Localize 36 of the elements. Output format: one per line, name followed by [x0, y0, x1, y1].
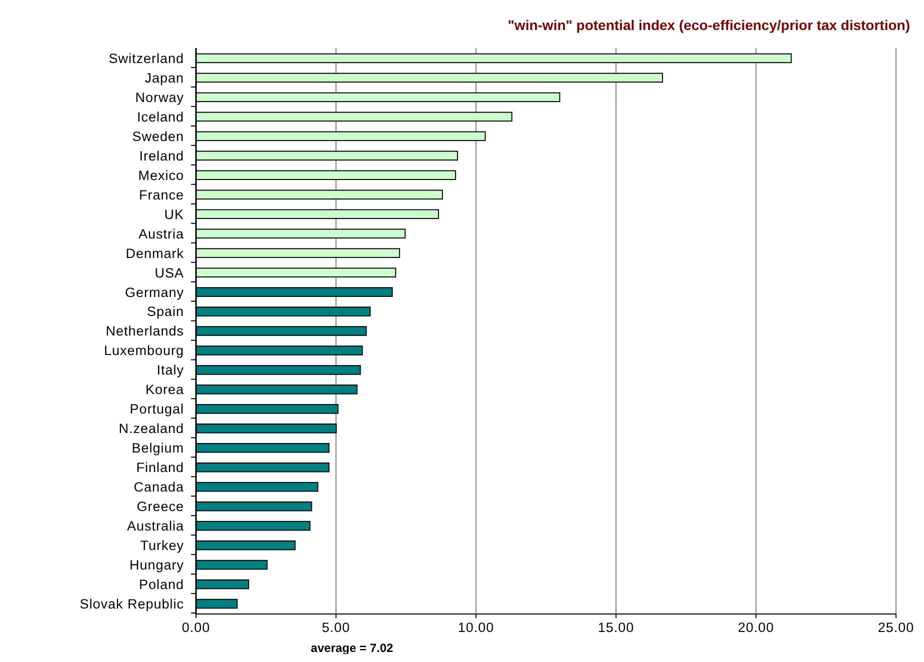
x-tick-label: 0.00: [182, 620, 210, 635]
y-tick-label: Japan: [144, 70, 184, 86]
x-tick-label: 5.00: [322, 620, 350, 635]
y-tick-label: Iceland: [136, 109, 184, 124]
y-tick-label: USA: [154, 265, 184, 280]
chart-title: "win-win" potential index (eco-efficiency/prior tax distortion): [508, 17, 910, 33]
y-tick-label: Slovak Republic: [80, 596, 184, 612]
y-tick-label: Belgium: [132, 440, 184, 456]
y-tick-label: Canada: [134, 480, 184, 495]
y-tick-label: Hungary: [129, 558, 184, 573]
y-tick-label: Italy: [156, 362, 184, 378]
y-tick-label: Finland: [136, 460, 184, 476]
y-tick-label: Korea: [145, 382, 184, 398]
y-tick-label: Greece: [136, 499, 184, 514]
y-tick-label: Switzerland: [108, 50, 184, 66]
y-tick-label: Australia: [126, 518, 184, 534]
y-tick-label: Netherlands: [106, 324, 184, 339]
x-tick-label: 25.00: [878, 620, 914, 635]
y-tick-label: UK: [164, 206, 184, 222]
y-tick-label: N.zealand: [118, 421, 184, 436]
x-tick-label: 10.00: [458, 620, 494, 635]
y-tick-label: Sweden: [132, 128, 184, 144]
y-tick-label: Denmark: [126, 246, 184, 261]
y-tick-label: Ireland: [139, 148, 184, 164]
y-tick-label: France: [138, 187, 184, 202]
y-tick-label: Norway: [135, 90, 184, 105]
y-tick-label: Germany: [124, 284, 184, 300]
x-tick-label: 20.00: [738, 620, 774, 635]
y-tick-label: Poland: [138, 577, 184, 592]
y-tick-label: Luxembourg: [104, 343, 184, 358]
y-tick-label: Mexico: [138, 168, 184, 183]
y-tick-label: Austria: [138, 226, 184, 242]
y-tick-label: Turkey: [140, 538, 184, 554]
x-tick-label: 15.00: [598, 620, 634, 635]
y-tick-label: Spain: [146, 304, 184, 320]
y-tick-label: Portugal: [130, 402, 184, 417]
